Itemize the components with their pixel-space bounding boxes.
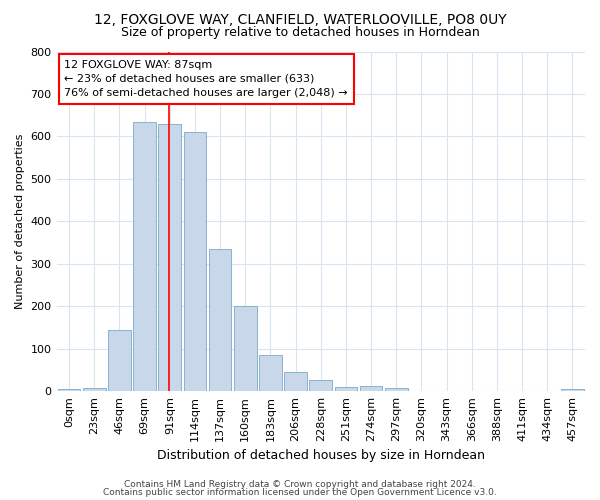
Bar [158, 124, 181, 391]
Bar [335, 387, 357, 391]
Bar [108, 330, 131, 391]
Text: Size of property relative to detached houses in Horndean: Size of property relative to detached ho… [121, 26, 479, 39]
X-axis label: Distribution of detached houses by size in Horndean: Distribution of detached houses by size … [157, 450, 485, 462]
Bar [385, 388, 407, 391]
Bar [259, 355, 282, 391]
Bar [184, 132, 206, 391]
Bar [310, 380, 332, 391]
Bar [234, 306, 257, 391]
Bar [209, 249, 232, 391]
Text: Contains HM Land Registry data © Crown copyright and database right 2024.: Contains HM Land Registry data © Crown c… [124, 480, 476, 489]
Y-axis label: Number of detached properties: Number of detached properties [15, 134, 25, 309]
Text: Contains public sector information licensed under the Open Government Licence v3: Contains public sector information licen… [103, 488, 497, 497]
Bar [360, 386, 382, 391]
Bar [561, 389, 584, 391]
Bar [284, 372, 307, 391]
Text: 12, FOXGLOVE WAY, CLANFIELD, WATERLOOVILLE, PO8 0UY: 12, FOXGLOVE WAY, CLANFIELD, WATERLOOVIL… [94, 12, 506, 26]
Bar [83, 388, 106, 391]
Text: 12 FOXGLOVE WAY: 87sqm
← 23% of detached houses are smaller (633)
76% of semi-de: 12 FOXGLOVE WAY: 87sqm ← 23% of detached… [64, 60, 348, 98]
Bar [133, 122, 156, 391]
Bar [58, 389, 80, 391]
